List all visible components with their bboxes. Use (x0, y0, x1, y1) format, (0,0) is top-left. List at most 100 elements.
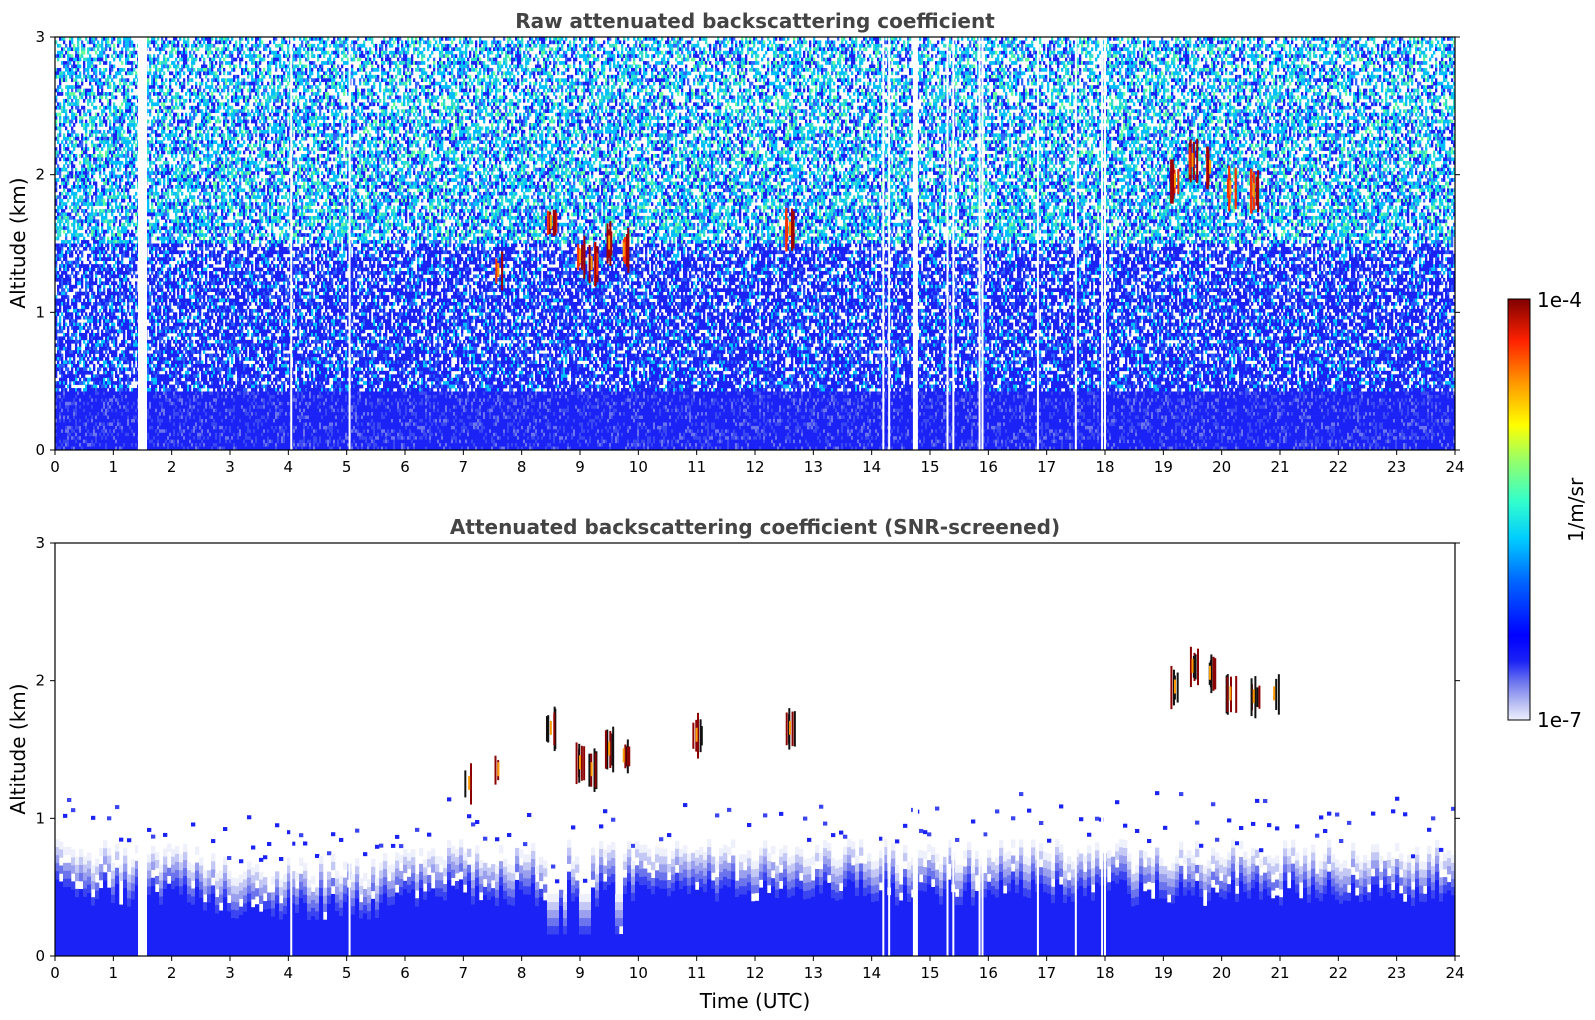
raw-cell (97, 47, 99, 51)
raw-cell (77, 416, 79, 420)
raw-cell (95, 340, 97, 344)
raw-cell (99, 71, 101, 75)
raw-cell (67, 47, 69, 51)
raw-cell (57, 140, 59, 144)
raw-cell (77, 85, 79, 89)
raw-cell (59, 299, 61, 303)
raw-cell (61, 106, 63, 110)
raw-cell (61, 261, 63, 265)
raw-cell (79, 109, 81, 113)
raw-cell (91, 92, 93, 96)
raw-cell (57, 178, 59, 182)
raw-cell (59, 443, 61, 447)
raw-cell (89, 47, 91, 51)
raw-cell (85, 161, 87, 165)
raw-cell (75, 89, 77, 93)
raw-cell (89, 285, 91, 289)
raw-cell (75, 347, 77, 351)
raw-cell (89, 178, 91, 182)
raw-cell (71, 288, 73, 292)
raw-cell (99, 395, 101, 399)
raw-cell (91, 288, 93, 292)
raw-cell (65, 364, 67, 368)
raw-cell (89, 288, 91, 292)
raw-cell (61, 357, 63, 361)
raw-cell (95, 226, 97, 230)
raw-cell (65, 116, 67, 120)
raw-cell (85, 402, 87, 406)
raw-cell (59, 347, 61, 351)
raw-cell (63, 168, 65, 172)
raw-cell (87, 89, 89, 93)
raw-cell (61, 244, 63, 248)
raw-cell (67, 402, 69, 406)
raw-cell (79, 161, 81, 165)
raw-cell (77, 202, 79, 206)
raw-cell (89, 347, 91, 351)
raw-cell (59, 398, 61, 402)
raw-cell (67, 429, 69, 433)
raw-cell (99, 130, 101, 134)
raw-cell (57, 391, 59, 395)
raw-cell (97, 416, 99, 420)
raw-cell (67, 250, 69, 254)
raw-cell (83, 209, 85, 213)
raw-cell (63, 416, 65, 420)
raw-cell (73, 402, 75, 406)
raw-cell (79, 309, 81, 313)
raw-cell (83, 316, 85, 320)
raw-cell (67, 199, 69, 203)
raw-cell (67, 391, 69, 395)
raw-cell (59, 126, 61, 130)
raw-cell (65, 157, 67, 161)
raw-cell (87, 378, 89, 382)
raw-cell (81, 40, 83, 44)
raw-cell (63, 120, 65, 124)
raw-cell (83, 147, 85, 151)
raw-cell (85, 171, 87, 175)
raw-cell (89, 416, 91, 420)
raw-cell (97, 343, 99, 347)
raw-cell (65, 295, 67, 299)
raw-cell (87, 292, 89, 296)
raw-cell (89, 405, 91, 409)
raw-cell (73, 436, 75, 440)
raw-cell (75, 388, 77, 392)
raw-cell (67, 171, 69, 175)
raw-cell (89, 213, 91, 217)
raw-cell (95, 374, 97, 378)
raw-cell (85, 140, 87, 144)
raw-cell (57, 357, 59, 361)
raw-cell (71, 302, 73, 306)
raw-cell (91, 171, 93, 175)
raw-cell (67, 312, 69, 316)
raw-cell (97, 130, 99, 134)
raw-cell (97, 426, 99, 430)
raw-cell (83, 336, 85, 340)
raw-cell (79, 171, 81, 175)
raw-cell (73, 381, 75, 385)
raw-cell (61, 340, 63, 344)
raw-cell (93, 326, 95, 330)
raw-cell (59, 364, 61, 368)
raw-cell (91, 226, 93, 230)
raw-cell (91, 398, 93, 402)
raw-cell (89, 96, 91, 100)
raw-cell (89, 361, 91, 365)
raw-cell (97, 367, 99, 371)
raw-cell (65, 340, 67, 344)
raw-cell (77, 219, 79, 223)
raw-cell (87, 92, 89, 96)
raw-cell (81, 261, 83, 265)
raw-cell (81, 398, 83, 402)
raw-cell (99, 116, 101, 120)
raw-cell (87, 371, 89, 375)
raw-cell (99, 367, 101, 371)
raw-cell (65, 422, 67, 426)
raw-cell (65, 309, 67, 313)
raw-cell (65, 140, 67, 144)
raw-cell (69, 354, 71, 358)
raw-cell (69, 426, 71, 430)
raw-cell (71, 398, 73, 402)
raw-cell (99, 82, 101, 86)
